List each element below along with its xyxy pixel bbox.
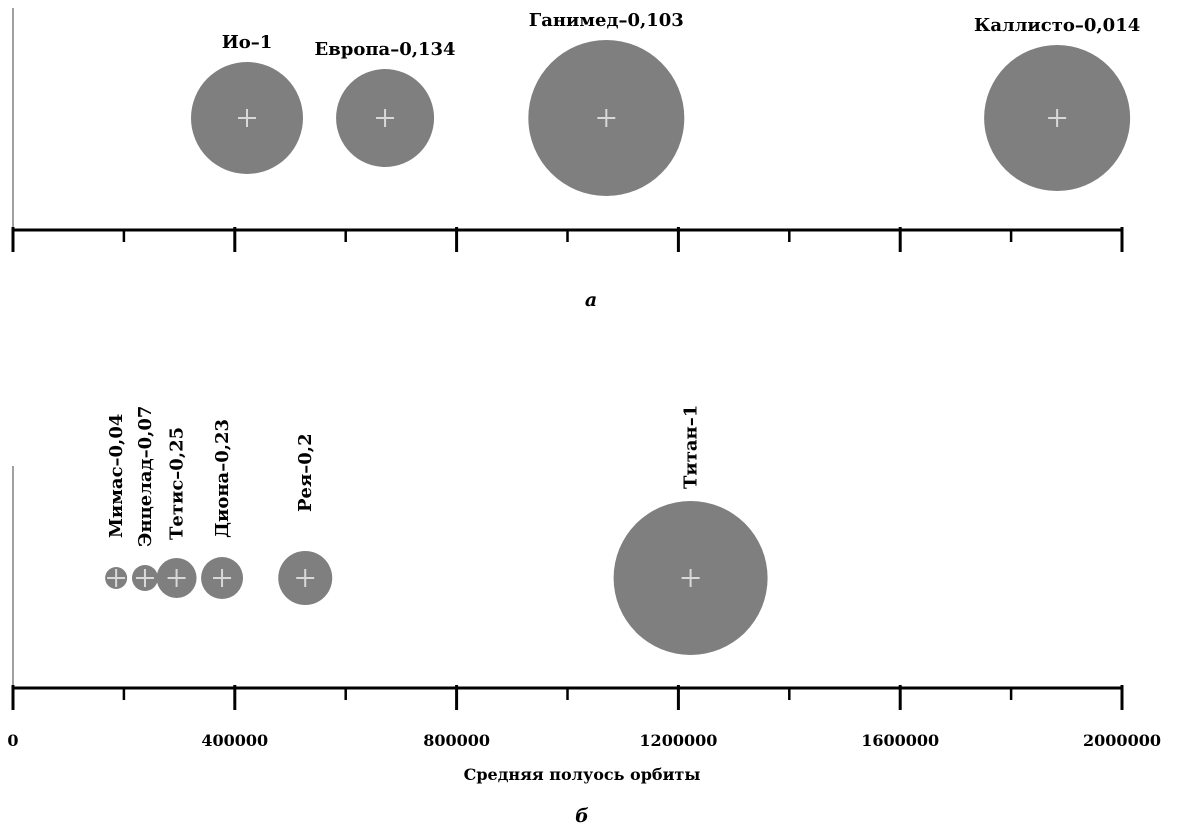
x-tick-label: 1200000 [639,731,717,750]
satellite-label: Ганимед–0,103 [529,10,684,31]
panel-b-ticks [11,685,1124,710]
panel-b-label: б [575,805,589,827]
x-tick-label: 2000000 [1083,731,1161,750]
panel-a-plot: Ио–1 Европа–0,134 Ганимед–0,103 Каллисто–0,… [11,8,1140,311]
panel-b-bubbles: Мимас–0,04 Энцелад–0,07 Тетис–0,25 Диона–0,… [105,405,768,655]
panel-a-ticks [11,227,1124,252]
satellite-label: Ио–1 [222,32,273,53]
x-tick-label: 800000 [423,731,490,750]
x-tick-label: 400000 [201,731,268,750]
x-tick-label: 0 [7,731,18,750]
panel-b-tick-labels: 0 400000 800000 1200000 1600000 2000000 [7,731,1161,750]
satellite-label: Энцелад–0,07 [135,406,156,547]
panel-a-label: а [585,289,597,311]
satellite-label: Европа–0,134 [315,39,456,60]
satellite-label: Тетис–0,25 [167,427,188,540]
x-axis-title: Средняя полуось орбиты [464,765,701,784]
satellite-label: Титан–1 [681,405,702,489]
panel-b-plot: 0 400000 800000 1200000 1600000 2000000 Мимас… [7,405,1161,827]
satellite-label: Мимас–0,04 [106,414,127,538]
satellite-label: Каллисто–0,014 [974,15,1140,36]
panel-a-bubbles: Ио–1 Европа–0,134 Ганимед–0,103 Каллисто–0,… [190,10,1140,196]
satellite-label: Рея–0,2 [295,433,316,512]
x-tick-label: 1600000 [861,731,939,750]
satellite-label: Диона–0,23 [212,419,233,538]
